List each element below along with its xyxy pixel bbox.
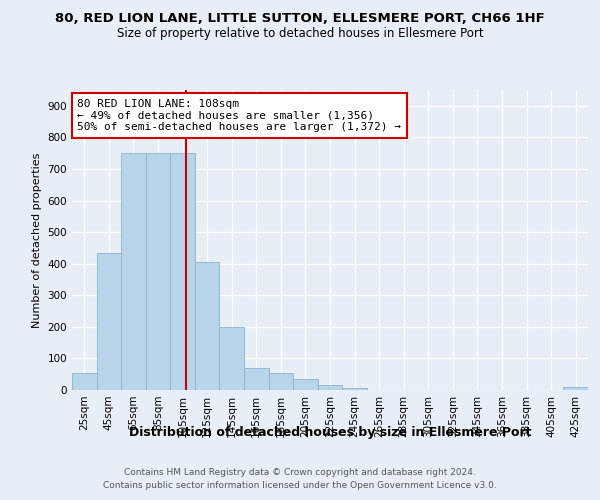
Text: 80, RED LION LANE, LITTLE SUTTON, ELLESMERE PORT, CH66 1HF: 80, RED LION LANE, LITTLE SUTTON, ELLESM… [55,12,545,26]
Text: Size of property relative to detached houses in Ellesmere Port: Size of property relative to detached ho… [116,28,484,40]
Bar [342,388,367,390]
Bar [563,387,588,390]
Y-axis label: Number of detached properties: Number of detached properties [32,152,42,328]
Bar [269,372,293,390]
Bar [97,252,121,390]
Bar [170,153,195,390]
Text: Contains HM Land Registry data © Crown copyright and database right 2024.: Contains HM Land Registry data © Crown c… [124,468,476,477]
Text: Contains public sector information licensed under the Open Government Licence v3: Contains public sector information licen… [103,482,497,490]
Bar [146,153,170,390]
Bar [318,386,342,390]
Bar [121,153,146,390]
Bar [244,368,269,390]
Text: 80 RED LION LANE: 108sqm
← 49% of detached houses are smaller (1,356)
50% of sem: 80 RED LION LANE: 108sqm ← 49% of detach… [77,99,401,132]
Bar [293,379,318,390]
Text: Distribution of detached houses by size in Ellesmere Port: Distribution of detached houses by size … [129,426,531,439]
Bar [195,262,220,390]
Bar [220,327,244,390]
Bar [72,372,97,390]
